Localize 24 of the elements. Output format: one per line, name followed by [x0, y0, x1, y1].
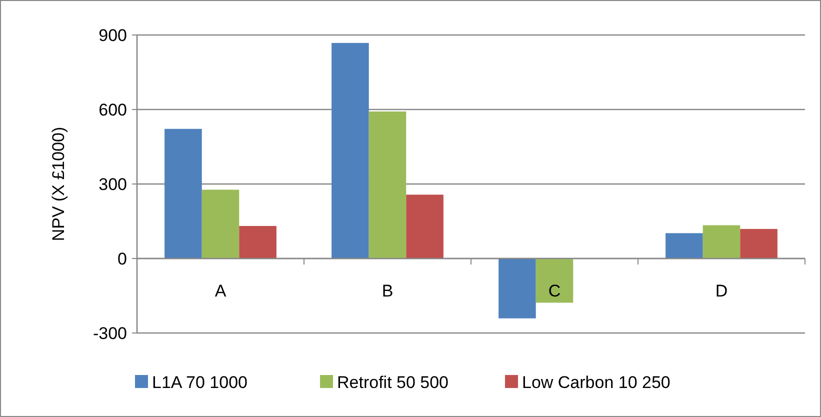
- bar: [702, 225, 740, 258]
- bar: [239, 226, 276, 258]
- bar: [536, 258, 574, 303]
- bar: [740, 228, 778, 258]
- y-tick-label: 300: [98, 174, 127, 194]
- x-tick-label: A: [214, 282, 227, 300]
- y-tick-label: 0: [118, 249, 127, 268]
- y-tick-label: 600: [98, 100, 127, 120]
- bar: [368, 111, 406, 258]
- y-tick-label: -300: [92, 324, 127, 343]
- bar: [666, 233, 703, 258]
- legend-label: L1A 70 1000: [152, 372, 248, 392]
- y-axis-title: NPV (X £1000): [49, 126, 68, 242]
- bar: [406, 194, 444, 258]
- legend-label: Low Carbon 10 250: [522, 372, 670, 392]
- x-tick-label: D: [715, 282, 728, 300]
- x-tick-label: C: [548, 282, 561, 300]
- x-tick-label: B: [382, 282, 394, 300]
- bar: [202, 190, 240, 258]
- legend-label: Retrofit 50 500: [337, 372, 449, 392]
- y-tick-label: 900: [98, 26, 127, 45]
- bar: [332, 42, 369, 258]
- bar: [164, 128, 202, 258]
- bar: [498, 258, 536, 318]
